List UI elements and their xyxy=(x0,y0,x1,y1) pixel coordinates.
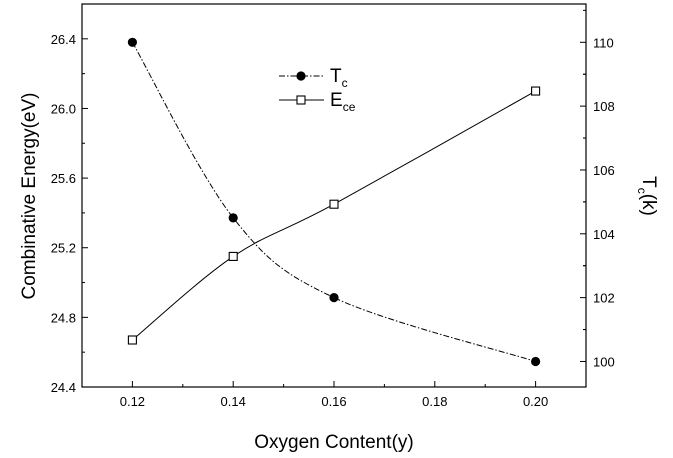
y-right-tick-label: 100 xyxy=(593,354,615,369)
series-line-0 xyxy=(131,42,536,362)
tc-data-point xyxy=(127,37,137,47)
y-left-tick-label: 25.2 xyxy=(51,241,76,256)
series-layer xyxy=(127,37,541,367)
y-right-tick-label: 110 xyxy=(593,35,614,50)
y-right-tick-label: 104 xyxy=(593,227,615,242)
legend-ece-label: Ece xyxy=(330,90,356,114)
x-axis-ticks: 0.12 0.14 0.16 0.18 0.20 xyxy=(81,381,548,409)
left-y-axis-ticks: 24.4 24.8 25.2 25.6 26.0 26.4 xyxy=(51,3,88,395)
tc-data-point xyxy=(329,293,339,303)
y-right-tick-label: 106 xyxy=(593,163,615,178)
ece-data-point xyxy=(228,251,238,261)
plot-frame xyxy=(81,3,587,388)
ece-data-point xyxy=(127,335,137,345)
right-y-axis-ticks: 100 102 104 106 108 110 xyxy=(580,9,615,369)
y-left-tick-label: 24.8 xyxy=(51,310,76,325)
legend-ece-marker xyxy=(296,95,306,105)
x-tick-label: 0.16 xyxy=(321,394,346,409)
x-axis-label: Oxygen Content(y) xyxy=(254,432,413,453)
legend: Tc Ece xyxy=(279,66,356,114)
y-left-tick-label: 26.0 xyxy=(51,101,76,116)
y-right-tick-label: 108 xyxy=(593,99,615,114)
legend-tc-label: Tc xyxy=(330,66,348,90)
ece-data-point xyxy=(329,199,339,209)
right-y-axis-label: Tc(k) xyxy=(635,176,659,216)
y-left-tick-label: 26.4 xyxy=(51,32,76,47)
y-right-tick-label: 102 xyxy=(593,291,615,306)
series-line-1 xyxy=(132,90,536,341)
ece-data-point xyxy=(531,86,541,96)
x-tick-label: 0.18 xyxy=(422,394,447,409)
y-left-tick-label: 24.4 xyxy=(51,380,76,395)
left-y-axis-label: Combinative Energy(eV) xyxy=(19,93,40,300)
tc-data-point xyxy=(531,356,541,367)
x-tick-label: 0.14 xyxy=(221,394,246,409)
y-left-tick-label: 25.6 xyxy=(51,171,76,186)
x-tick-label: 0.20 xyxy=(523,394,548,409)
x-tick-label: 0.12 xyxy=(120,394,145,409)
tc-data-point xyxy=(228,213,238,223)
legend-tc-marker xyxy=(296,71,306,81)
